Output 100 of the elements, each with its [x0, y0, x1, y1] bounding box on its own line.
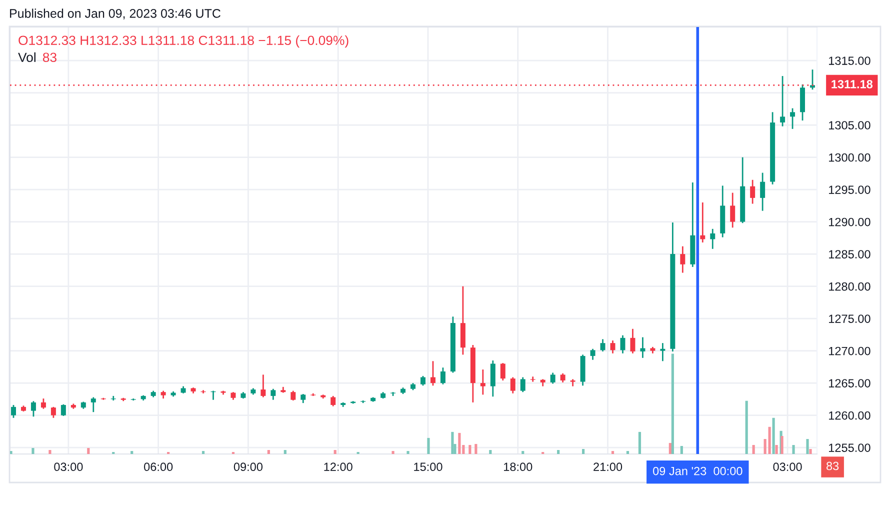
bar [130, 450, 134, 454]
candlestick [330, 395, 336, 407]
bar [489, 450, 492, 454]
bar [427, 438, 430, 454]
ref-line-label: 1311.18 [832, 80, 873, 88]
bar [202, 450, 205, 454]
bar [392, 450, 394, 454]
y-tick-label: 1280.00 [829, 282, 870, 291]
x-tick-label: 12:00 [324, 462, 352, 472]
bar [626, 450, 630, 454]
x-tick-label: 03:00 [54, 462, 83, 472]
candlestick [810, 68, 815, 90]
bar [468, 444, 472, 454]
candlestick [30, 400, 36, 418]
x-tick-label: 09:00 [234, 462, 263, 472]
y-tick-label: 1315.00 [829, 56, 870, 65]
bar [671, 354, 674, 454]
candlestick [290, 390, 296, 402]
candlestick [610, 340, 616, 354]
candlestick [50, 406, 56, 419]
bar [406, 450, 410, 454]
candlestick [300, 393, 306, 404]
candlestick [430, 360, 436, 386]
candlestick [730, 192, 736, 228]
candlestick [570, 378, 576, 387]
x-tick-label: 18:00 [504, 462, 532, 472]
candlestick [700, 202, 706, 244]
y-tick-label: 1270.00 [829, 346, 870, 356]
bar [772, 418, 775, 454]
bar [752, 444, 755, 454]
candlestick [11, 404, 16, 419]
candlestick [590, 348, 596, 361]
candlestick [780, 75, 786, 128]
bar [557, 450, 560, 454]
bar [267, 450, 270, 454]
ref-line-label: 09 Jan '23 00:00 [653, 466, 742, 476]
bar [451, 432, 454, 454]
bar [10, 450, 12, 454]
bar [582, 448, 585, 454]
candlestick [490, 360, 496, 398]
candlestick [640, 336, 646, 359]
candlestick [90, 396, 96, 413]
bar [806, 438, 809, 454]
candlestick [510, 376, 516, 394]
bar [764, 438, 766, 454]
y-tick-label: 1300.00 [829, 153, 870, 162]
x-tick-label: 03:00 [773, 462, 802, 472]
bar [745, 400, 748, 454]
bar [792, 444, 795, 454]
bar [522, 450, 524, 454]
x-tick-label: 21:00 [594, 462, 622, 472]
candlestick [600, 338, 606, 352]
candlestick [660, 342, 666, 362]
bar [775, 444, 778, 454]
bar [680, 446, 683, 454]
y-tick-label: 1265.00 [829, 379, 870, 388]
candlestick [480, 368, 486, 396]
y-tick-label: 1305.00 [829, 121, 870, 130]
candlestick [550, 372, 556, 384]
bar [474, 444, 478, 454]
bar [768, 426, 771, 454]
candlestick [440, 366, 446, 386]
bar [668, 442, 672, 454]
y-tick-label: 1260.00 [829, 411, 870, 420]
candlestick [560, 372, 566, 384]
x-tick-label: 06:00 [144, 462, 173, 472]
bar [458, 432, 461, 454]
x-tick-label: 15:00 [414, 462, 442, 472]
y-tick-label: 1285.00 [829, 250, 870, 258]
candlestick [760, 172, 766, 212]
bar [87, 448, 90, 454]
candlestick [420, 375, 426, 386]
y-tick-label: 1290.00 [829, 218, 870, 226]
candlestick [60, 404, 66, 417]
annotation: O1312.33 H1312.33 L1311.18 C1311.18 −1.15 (−0.09%) [18, 35, 348, 48]
text: Published on Jan 09, 2023 03:46 UTC [10, 8, 220, 20]
bar [809, 448, 812, 454]
y-tick-label: 1255.00 [829, 444, 870, 452]
candlestick [790, 108, 796, 130]
bar [32, 448, 34, 454]
bar [638, 432, 642, 454]
candlestick [270, 388, 276, 401]
candlestick [530, 376, 536, 382]
candlestick [40, 398, 46, 410]
annotation: 83 [42, 52, 56, 62]
bar [48, 450, 52, 454]
candlestick [500, 362, 506, 382]
y-tick-label: 1295.00 [829, 186, 870, 194]
bar [334, 450, 336, 454]
y-tick-label: 1275.00 [829, 314, 870, 323]
text: 83 [826, 462, 839, 470]
candlestick [520, 376, 526, 393]
candlestick [680, 246, 686, 274]
candlestick [620, 334, 626, 354]
bar [284, 450, 286, 454]
candlestick [750, 179, 756, 204]
annotation: Vol [18, 52, 36, 62]
candlestick [710, 228, 716, 250]
bar [611, 450, 614, 454]
candlestick [630, 328, 636, 354]
